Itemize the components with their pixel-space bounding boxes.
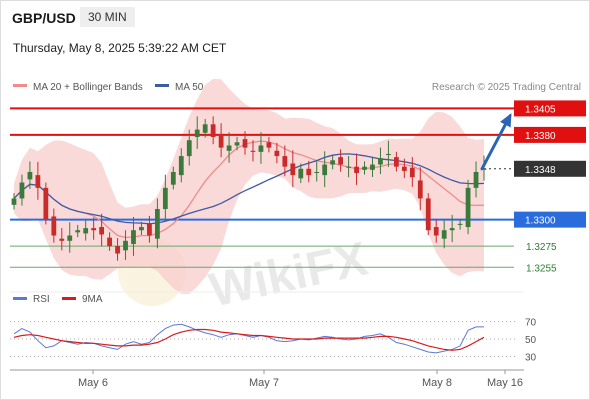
level-label-5: 1.3255 [526,263,557,274]
level-label-4: 1.3275 [526,242,557,253]
level-label-3: 1.3300 [525,216,556,227]
candle-body [202,124,208,133]
candle-body [35,175,41,188]
timeframe-badge[interactable]: 30 MIN [80,7,135,27]
candle-body [43,187,49,220]
ma50-line [13,153,485,225]
candle-body [378,158,383,165]
candle-body [338,157,344,165]
candle-body [51,216,57,236]
ma20-line [13,140,485,239]
candle-body [234,142,240,146]
ma50-legend-label: MA 50 [175,82,204,93]
candle-body [274,150,280,157]
candle-body [481,168,487,170]
candle-body [123,240,128,251]
ma9-legend-swatch [62,297,76,300]
candle-body [218,133,224,148]
candle-body [242,139,248,148]
ma20-legend-label: MA 20 + Bollinger Bands [33,82,143,93]
candle-body [154,209,160,239]
candle-body [417,180,423,199]
candle-body [314,171,320,173]
level-tag-1 [514,126,586,143]
candle-body [83,228,89,234]
candle-body [393,157,399,167]
candle-body [457,223,463,225]
level-label-0: 1.3405 [525,104,556,115]
candle-body [401,166,407,171]
level-tag-2 [514,160,586,177]
candle-body [370,164,375,170]
candle-body [91,228,97,231]
candle-body [131,230,136,244]
candle-body [186,140,192,157]
candle-body [266,142,272,148]
candle-body [27,171,33,180]
candle-body [11,198,17,205]
candle-body [210,124,216,138]
candle-body [147,223,152,236]
candle-body [194,129,200,138]
candle-body [170,171,176,185]
chart-header: GBP/USD 30 MIN Thursday, May 8, 2025 5:3… [0,0,590,64]
candle-body [67,235,73,241]
watermark-text: WikiFX [205,232,372,317]
candle-body [162,187,168,210]
candle-body [449,228,455,231]
candle-body [290,163,296,176]
candle-body [115,246,120,254]
candle-body [306,168,312,176]
candle-body [258,145,264,152]
candle-body [441,230,447,239]
candle-body [465,187,471,228]
candle-body [346,166,351,168]
rsi-legend-label: RSI [33,294,50,305]
candle-body [59,238,65,241]
candle-body [330,160,336,165]
forecast-arrow-head-icon [500,113,512,128]
candle-body [386,153,391,156]
candle-body [226,145,232,151]
ma50-legend-swatch [155,84,169,87]
time-tick-label-3: May 16 [487,377,523,389]
candle-body [433,227,439,236]
level-tag-0 [514,100,586,117]
candle-body [298,168,304,179]
rsi-tick-70: 70 [525,318,537,329]
rsi-ma9-line [13,328,485,351]
rsi-line [13,323,484,354]
rsi-legend-swatch [13,297,27,300]
candle-body [178,156,184,176]
candle-body [19,182,25,199]
candle-body [282,156,288,167]
time-tick-label-1: May 7 [249,377,279,389]
level-label-2: 1.3348 [525,165,556,176]
datetime-label: Thursday, May 8, 2025 5:39:22 AM CET [13,41,227,55]
candle-body [139,227,144,231]
rsi-tick-50: 50 [525,335,537,346]
candle-body [362,166,367,170]
candle-body [99,227,105,235]
level-label-1: 1.3380 [525,131,556,142]
candle-body [322,164,328,176]
time-tick-label-0: May 6 [78,377,108,389]
ma20-legend-swatch [13,84,27,87]
rsi-tick-30: 30 [525,352,537,363]
ma9-legend-label: 9MA [82,294,103,305]
candle-body [354,166,359,174]
candle-body [75,230,81,233]
candle-body [107,237,112,247]
candle-body [425,198,431,231]
time-tick-label-2: May 8 [422,377,452,389]
symbol-title: GBP/USD [12,10,76,26]
credit-label: Research © 2025 Trading Central [432,82,581,93]
candle-body [473,171,479,188]
level-tag-3 [514,211,586,228]
candle-body [409,167,415,178]
candle-body [250,150,256,152]
